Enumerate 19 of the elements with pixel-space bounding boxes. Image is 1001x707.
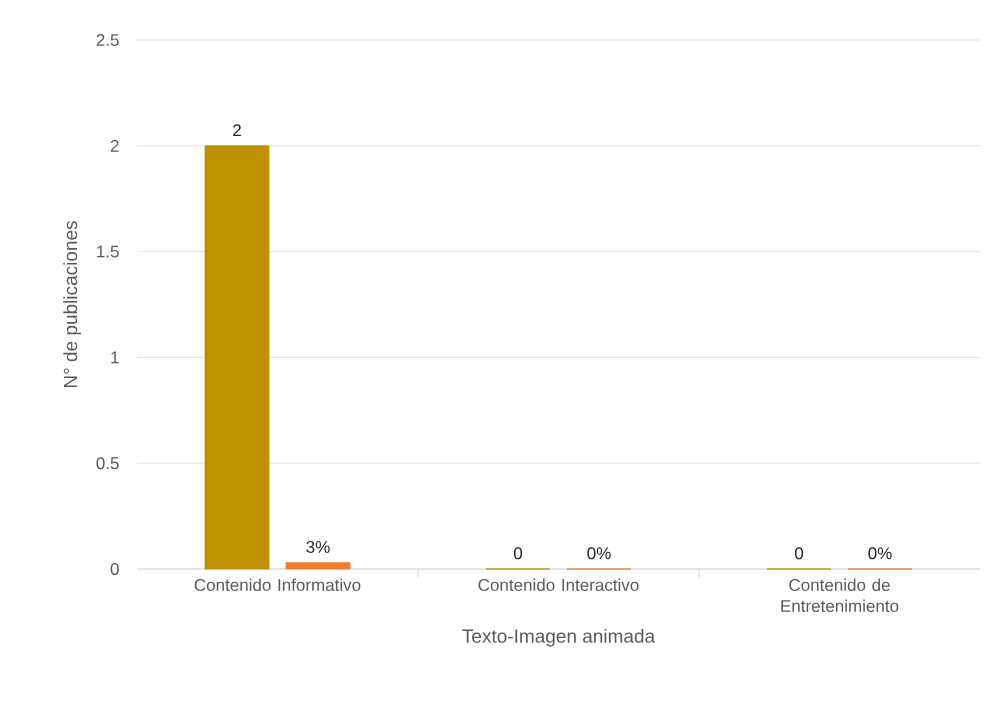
data-label: 3% xyxy=(306,540,330,553)
y-tick-label: 0 xyxy=(110,562,119,576)
bar xyxy=(204,145,270,570)
bar xyxy=(285,562,351,570)
y-tick-label: 0.5 xyxy=(96,457,119,470)
y-tick-label: 2 xyxy=(110,139,119,152)
y-axis-title: N° de publicaciones xyxy=(63,221,81,388)
x-axis-title: Texto-Imagen animada xyxy=(462,628,656,647)
data-label: 0 xyxy=(513,547,523,560)
x-tick-label: Contenido de Entretenimiento xyxy=(781,578,899,613)
data-label: 0 xyxy=(794,547,804,560)
data-label: 0% xyxy=(587,547,611,560)
x-tick-label: Contenido Informativo xyxy=(194,578,361,592)
y-tick-label: 2.5 xyxy=(96,33,119,47)
data-label: 2 xyxy=(233,124,241,137)
x-tick-label: Contenido Interactivo xyxy=(478,578,639,592)
data-label: 0% xyxy=(868,547,892,560)
y-tick-label: 1 xyxy=(111,351,119,364)
y-tick-label: 1.5 xyxy=(97,245,119,258)
